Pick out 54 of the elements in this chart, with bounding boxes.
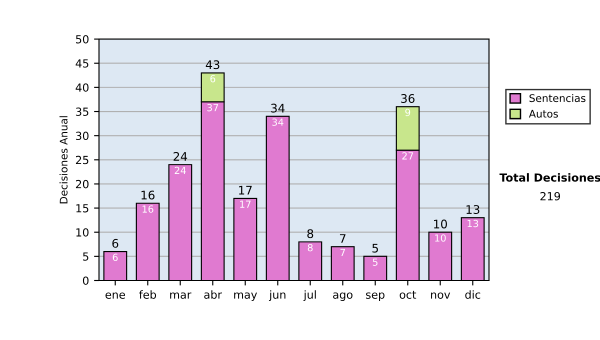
data-label: 24 <box>174 166 186 174</box>
x-tick-label: abr <box>204 290 222 299</box>
total-label: 24 <box>174 152 188 161</box>
x-tick-label: jun <box>268 290 286 301</box>
total-label: 5 <box>372 244 378 253</box>
data-label: 10 <box>435 234 446 242</box>
data-label: 37 <box>207 104 218 112</box>
y-tick-label: 50 <box>76 35 89 44</box>
x-tick-label: feb <box>139 290 156 299</box>
y-tick-label: 5 <box>83 252 88 261</box>
x-tick-label: mar <box>170 292 192 299</box>
x-tick-label: oct <box>400 290 416 299</box>
total-label: 34 <box>271 104 285 113</box>
x-tick-label: nov <box>431 292 450 299</box>
data-label: 6 <box>112 254 118 261</box>
total-label: 6 <box>112 238 118 248</box>
legend-label: Sentencias <box>530 94 586 102</box>
total-label: 10 <box>434 220 447 228</box>
y-tick-label: 35 <box>76 107 88 116</box>
y-tick-label: 15 <box>76 204 88 212</box>
total-label: 43 <box>206 60 220 70</box>
y-tick-label: 25 <box>76 156 88 164</box>
data-label: 8 <box>308 244 313 252</box>
total-label: 13 <box>466 205 480 214</box>
x-tick-label: may <box>234 292 258 301</box>
text: 219 <box>540 192 560 200</box>
data-label: 6 <box>210 75 216 82</box>
total-label: 36 <box>401 94 415 103</box>
x-tick-label: sep <box>366 292 384 301</box>
text: Total Decisiones <box>500 173 600 182</box>
data-label: 17 <box>240 200 251 208</box>
y-tick-label: 40 <box>76 83 89 92</box>
total-label: 16 <box>142 190 155 200</box>
x-tick-label: jul <box>303 290 316 301</box>
y-tick-label: 45 <box>76 59 88 68</box>
data-label: 5 <box>372 258 378 266</box>
y-tick-label: 0 <box>82 276 89 285</box>
y-tick-label: 30 <box>76 132 89 140</box>
x-tick-label: ene <box>106 292 126 299</box>
legend-label: Autos <box>528 110 558 118</box>
y-tick-label: 20 <box>76 180 89 188</box>
y-tick-label: 10 <box>76 228 89 237</box>
x-tick-label: dic <box>465 290 480 299</box>
data-label: 7 <box>340 248 346 256</box>
data-label: 13 <box>468 220 478 228</box>
data-label: 34 <box>272 118 284 126</box>
x-tick-label: ago <box>333 292 352 301</box>
total-label: 8 <box>307 229 314 238</box>
total-label: 7 <box>340 234 346 243</box>
data-label: 16 <box>142 205 154 213</box>
y-axis-title: Decisiones Anual <box>60 116 68 204</box>
total-label: 17 <box>239 186 252 195</box>
data-label: 27 <box>402 152 414 160</box>
data-label: 9 <box>405 108 410 116</box>
